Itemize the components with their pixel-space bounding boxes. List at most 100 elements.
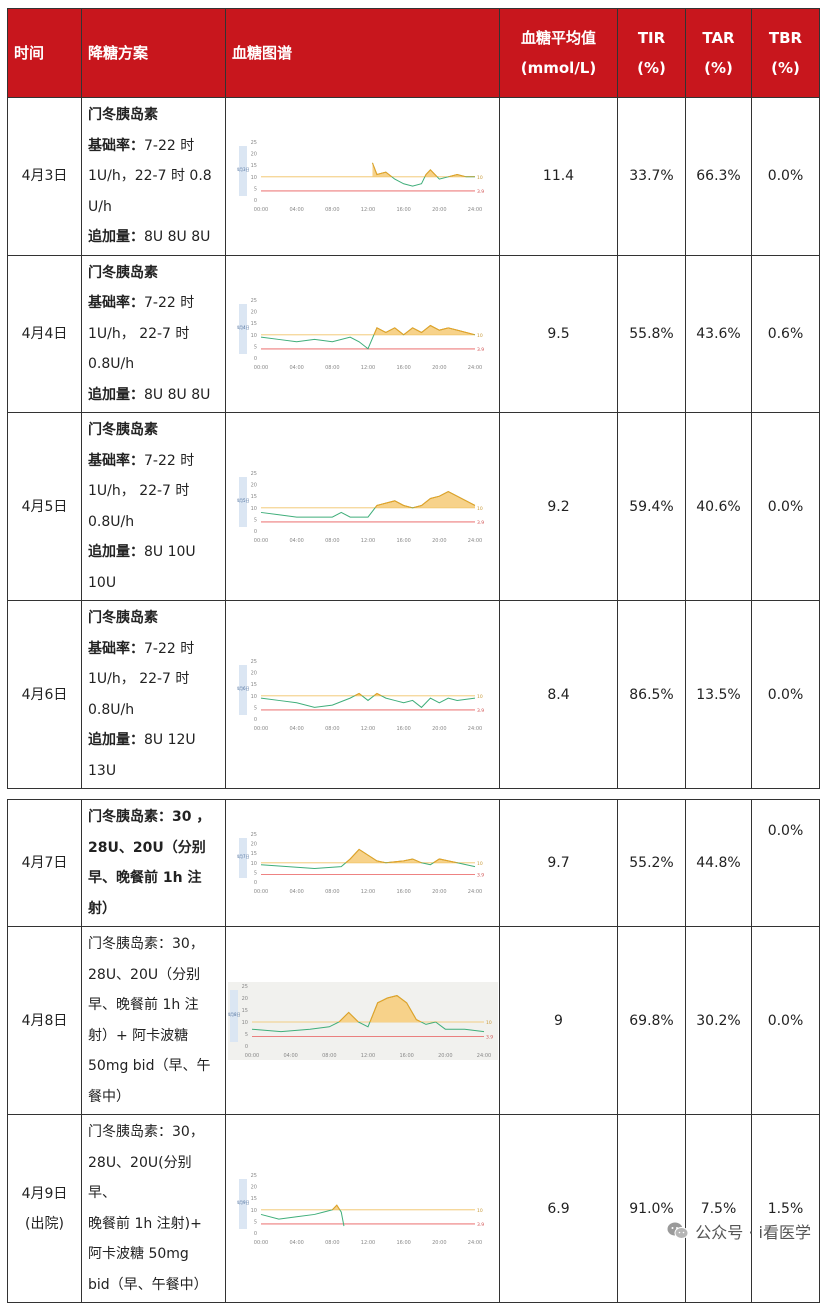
watermark: 公众号 · i看医学	[606, 1216, 811, 1246]
x-tick-label: 00:00	[253, 365, 267, 371]
glucose-line-above	[371, 162, 475, 178]
x-tick-label: 16:00	[396, 726, 410, 732]
cgm-chart: 4月9日 25 20 15 10 5 0 00:00 04:00 08:00 12:00 16:00 2…	[237, 1173, 484, 1246]
x-tick-label: 20:00	[432, 1240, 446, 1246]
x-tick-label: 20:00	[432, 538, 446, 544]
header-mean: 血糖平均值 (mmol/L)	[499, 8, 618, 98]
row-tbr: 1.5%	[751, 1114, 820, 1303]
lower-limit-label: 3.9	[477, 519, 484, 525]
row-date: 4月7日	[7, 799, 82, 927]
table-row: 4月6日 门冬胰岛素 基础率：7-22 时 1U/h， 22-7 时 0.8U/…	[7, 600, 820, 789]
y-tick-label: 20	[250, 842, 256, 848]
x-tick-label: 00:00	[253, 889, 267, 895]
y-tick-label: 25	[250, 1173, 256, 1179]
y-tick-label: 10	[241, 1020, 247, 1026]
lower-limit-label: 3.9	[477, 347, 484, 353]
x-tick-label: 08:00	[325, 726, 339, 732]
chart-side-label: 4月5日	[237, 498, 250, 503]
x-tick-label: 00:00	[253, 726, 267, 732]
above-range-fill	[331, 1204, 340, 1210]
row-tar: 13.5%	[685, 600, 752, 789]
y-tick-label: 0	[253, 198, 256, 204]
lower-limit-label: 3.9	[486, 1034, 493, 1040]
y-tick-label: 0	[244, 1044, 247, 1050]
upper-limit-label: 10	[477, 175, 483, 181]
x-tick-label: 24:00	[467, 889, 481, 895]
cgm-chart: 4月4日 25 20 15 10 5 0 00:00 04:00 08:00 12:00 16:00 2…	[237, 298, 484, 371]
row-plan: 门冬胰岛素：30， 28U、20U（分别 早、晚餐前 1h 注 射）+ 阿卡波糖…	[81, 926, 226, 1115]
x-tick-label: 00:00	[253, 1240, 267, 1246]
y-tick-label: 5	[253, 1219, 256, 1225]
row-plan: 门冬胰岛素 基础率：7-22 时 1U/h，22-7 时 0.8 U/h 追加量…	[81, 97, 226, 256]
glucose-line	[260, 1203, 344, 1226]
lower-limit-label: 3.9	[477, 873, 484, 879]
row-date: 4月3日	[7, 97, 82, 256]
row-mean: 9.7	[499, 799, 618, 927]
y-tick-label: 25	[250, 298, 256, 304]
row-mean: 9.2	[499, 412, 618, 601]
row-tir: 59.4%	[617, 412, 686, 601]
row-tar: 30.2%	[685, 926, 752, 1115]
row-plan: 门冬胰岛素 基础率：7-22 时 1U/h， 22-7 时 0.8U/h 追加量…	[81, 254, 226, 413]
table-row: 4月3日 门冬胰岛素 基础率：7-22 时 1U/h，22-7 时 0.8 U/…	[7, 97, 820, 256]
chart-side-label: 4月4日	[237, 325, 250, 330]
x-tick-label: 04:00	[289, 889, 303, 895]
y-tick-label: 10	[250, 861, 256, 867]
x-tick-label: 24:00	[467, 1240, 481, 1246]
upper-limit-label: 10	[477, 333, 483, 339]
x-tick-label: 00:00	[244, 1053, 258, 1059]
y-tick-label: 15	[250, 321, 256, 327]
row-date: 4月4日	[7, 254, 82, 413]
table-row: 4月4日 门冬胰岛素 基础率：7-22 时 1U/h， 22-7 时 0.8U/…	[7, 254, 820, 413]
above-range-fill	[374, 491, 475, 508]
x-tick-label: 12:00	[360, 1240, 374, 1246]
row-chart: 4月5日 25 20 15 10 5 0 00:00 04:00 08:00 12:00 16:00 2…	[225, 412, 500, 601]
table-row: 4月5日 门冬胰岛素 基础率：7-22 时 1U/h， 22-7 时 0.8U/…	[7, 412, 820, 601]
table-gap	[7, 788, 820, 800]
upper-limit-label: 10	[486, 1020, 492, 1026]
row-chart: 4月9日 25 20 15 10 5 0 00:00 04:00 08:00 12:00 16:00 2…	[225, 1114, 500, 1303]
chart-side-label: 4月8日	[228, 1012, 241, 1017]
chart-side-label: 4月7日	[237, 854, 250, 859]
glucose-line-above	[372, 324, 475, 335]
row-date: 4月9日 (出院)	[7, 1114, 82, 1303]
glucose-line-above	[337, 994, 437, 1022]
x-tick-label: 12:00	[360, 726, 374, 732]
row-tar: 66.3%	[685, 97, 752, 256]
y-tick-label: 10	[250, 693, 256, 699]
y-tick-label: 25	[250, 140, 256, 146]
y-tick-label: 0	[253, 880, 256, 886]
y-tick-label: 20	[250, 1184, 256, 1190]
y-tick-label: 0	[253, 1231, 256, 1237]
row-tbr: 0.6%	[751, 254, 820, 413]
glucose-table: 时间 降糖方案 血糖图谱 血糖平均值 (mmol/L) TIR (%) TAR (%)…	[7, 8, 820, 1303]
header-time: 时间	[7, 8, 82, 98]
row-tir: 86.5%	[617, 600, 686, 789]
y-tick-label: 10	[250, 175, 256, 181]
x-tick-label: 08:00	[325, 207, 339, 213]
y-tick-label: 5	[253, 187, 256, 193]
x-tick-label: 16:00	[396, 889, 410, 895]
x-tick-label: 08:00	[325, 365, 339, 371]
upper-limit-label: 10	[477, 861, 483, 867]
x-tick-label: 16:00	[396, 1240, 410, 1246]
y-tick-label: 0	[253, 717, 256, 723]
y-tick-label: 20	[250, 482, 256, 488]
row-mean: 11.4	[499, 97, 618, 256]
row-chart: 4月3日 25 20 15 10 5 0 00:00 04:00 08:00 12:00 16:00 2…	[225, 97, 500, 256]
x-tick-label: 20:00	[432, 726, 446, 732]
x-tick-label: 00:00	[253, 207, 267, 213]
x-tick-label: 00:00	[253, 538, 267, 544]
cgm-chart: 4月6日 25 20 15 10 5 0 00:00 04:00 08:00 12:00 16:00 2…	[237, 659, 484, 732]
glucose-line-above	[344, 848, 460, 863]
table-row: 4月7日 门冬胰岛素：30 ， 28U、20U（分别 早、晚餐前 1h 注 射）…	[7, 799, 820, 927]
lower-limit-label: 3.9	[477, 1221, 484, 1227]
x-tick-label: 20:00	[432, 365, 446, 371]
y-tick-label: 10	[250, 333, 256, 339]
x-tick-label: 04:00	[283, 1053, 297, 1059]
x-tick-label: 24:00	[467, 726, 481, 732]
upper-limit-label: 10	[477, 505, 483, 511]
row-date: 4月8日	[7, 926, 82, 1115]
y-tick-label: 20	[250, 309, 256, 315]
header-plan: 降糖方案	[81, 8, 226, 98]
